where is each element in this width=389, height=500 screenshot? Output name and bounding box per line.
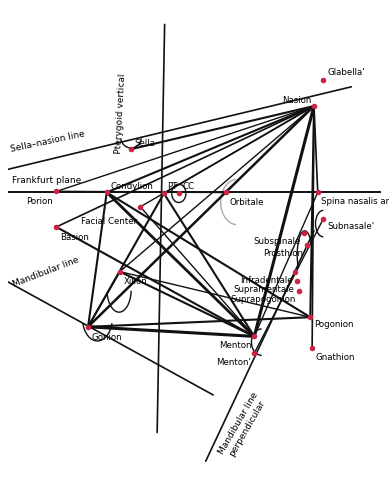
Text: Infradentale: Infradentale (240, 276, 293, 284)
Text: Supramentale: Supramentale (233, 286, 294, 294)
Text: Basion: Basion (60, 233, 89, 242)
Text: Spina nasalis anterior: Spina nasalis anterior (321, 198, 389, 206)
Text: Menton: Menton (219, 342, 251, 350)
Text: Menton': Menton' (216, 358, 251, 368)
Text: Porion: Porion (26, 198, 53, 206)
Text: Gnathion: Gnathion (316, 354, 356, 362)
Text: PT: PT (168, 182, 178, 190)
Text: Sella: Sella (135, 139, 156, 148)
Text: Orbitale: Orbitale (230, 198, 265, 207)
Text: Suprapogonion: Suprapogonion (230, 295, 296, 304)
Text: Sella–nasion line: Sella–nasion line (10, 130, 86, 154)
Text: Mandibular line
perpendicular: Mandibular line perpendicular (217, 390, 269, 461)
Text: Subnasale': Subnasale' (327, 222, 374, 230)
Text: Xilion: Xilion (124, 276, 147, 285)
Text: Nasion: Nasion (282, 96, 311, 104)
Text: Subspinale: Subspinale (254, 238, 301, 246)
Text: Prosthion: Prosthion (263, 250, 303, 258)
Text: CC: CC (182, 182, 194, 190)
Text: Gonion: Gonion (92, 333, 123, 342)
Text: Pogonion: Pogonion (314, 320, 354, 329)
Text: Condylion: Condylion (110, 182, 153, 191)
Text: Glabella': Glabella' (327, 68, 365, 77)
Text: Pterygoid vertical: Pterygoid vertical (114, 74, 127, 154)
Text: Frankfurt plane: Frankfurt plane (12, 176, 81, 185)
Text: Facial Center: Facial Center (81, 216, 137, 226)
Text: Mandibular line: Mandibular line (11, 256, 80, 290)
